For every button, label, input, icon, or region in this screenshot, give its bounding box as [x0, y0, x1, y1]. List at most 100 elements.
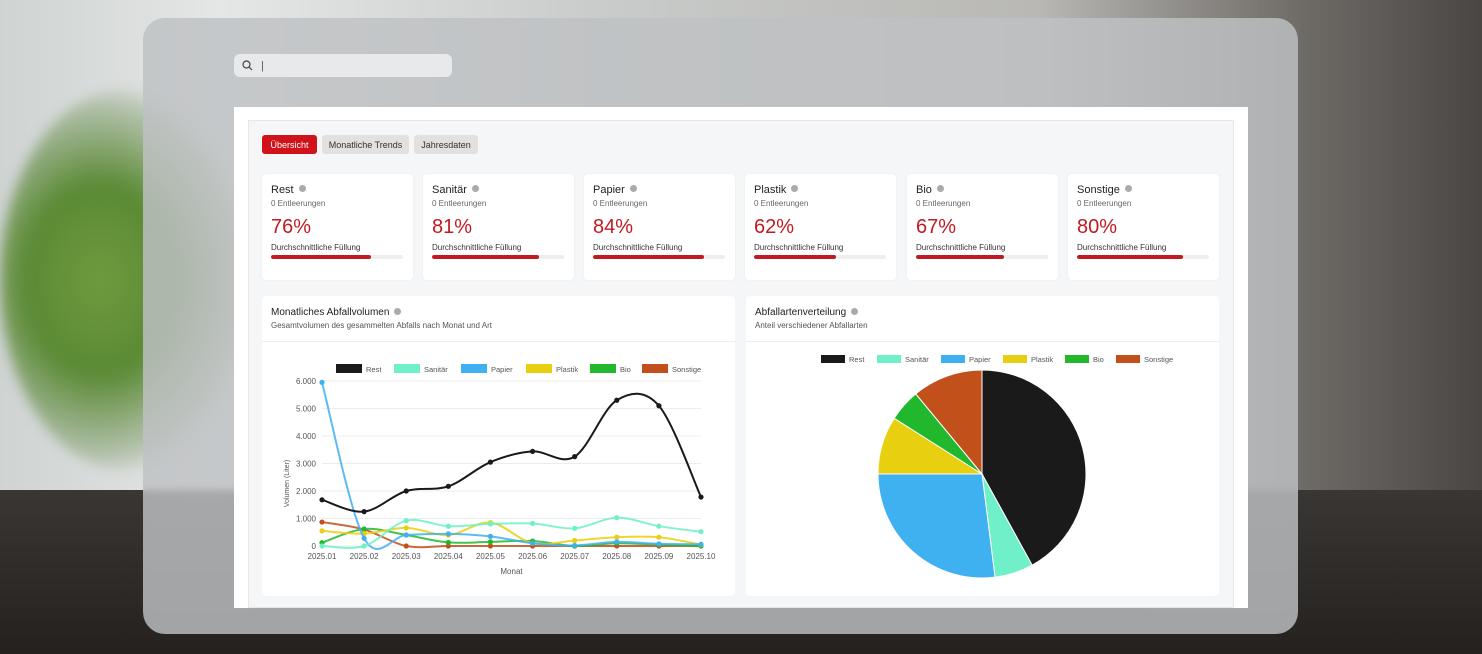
- help-icon[interactable]: [471, 185, 479, 192]
- fill-progress-bar: [916, 255, 1048, 259]
- legend-label: Papier: [491, 365, 513, 374]
- tab-monatliche-trends[interactable]: Monatliche Trends: [322, 135, 409, 154]
- data-point: [698, 529, 704, 535]
- data-point: [361, 543, 367, 549]
- x-tick-label: 2025.06: [518, 552, 547, 561]
- fill-card-sanitär: Sanitär 0 Entleerungen 81% Durchschnittl…: [423, 174, 574, 280]
- data-point: [319, 543, 325, 549]
- data-point: [445, 543, 451, 549]
- help-icon[interactable]: [629, 185, 637, 192]
- data-point: [319, 528, 325, 534]
- series-line-rest: [321, 392, 702, 513]
- data-point: [403, 532, 409, 538]
- data-point: [361, 509, 367, 515]
- help-icon[interactable]: [1124, 185, 1132, 192]
- search-bar[interactable]: |: [234, 54, 452, 77]
- emptyings-count: 0 Entleerungen: [593, 199, 648, 208]
- data-point: [572, 537, 578, 544]
- data-point: [572, 525, 578, 531]
- help-icon[interactable]: [791, 185, 799, 192]
- legend-swatch: [1003, 355, 1027, 363]
- fill-percent: 84%: [593, 216, 634, 238]
- data-point: [614, 515, 620, 521]
- legend-label: Sonstige: [672, 365, 701, 374]
- data-point: [529, 520, 536, 527]
- data-point: [487, 533, 494, 539]
- card-title: Monatliches Abfallvolumen: [271, 307, 390, 318]
- data-point: [698, 541, 704, 547]
- y-tick-label: 5.000: [296, 405, 317, 414]
- tab-uebersicht[interactable]: Übersicht: [262, 135, 317, 154]
- x-tick-label: 2025.01: [308, 552, 337, 561]
- fill-progress-bar: [593, 255, 725, 259]
- fill-progress: [432, 255, 539, 259]
- x-tick-label: 2025.07: [560, 552, 589, 561]
- fill-progress: [754, 255, 836, 259]
- card-title: Papier: [593, 184, 625, 196]
- legend-swatch: [877, 355, 901, 363]
- tab-jahresdaten[interactable]: Jahresdaten: [414, 135, 478, 154]
- x-tick-label: 2025.10: [687, 552, 716, 561]
- pie-slice-sonstige: [915, 369, 983, 476]
- fill-percent: 62%: [754, 216, 795, 238]
- pie-chart: Rest Sanitär Papier Plastik Bio Sonstige: [821, 355, 1173, 579]
- legend-label: Papier: [969, 355, 991, 364]
- legend-label: Bio: [620, 365, 631, 374]
- x-tick-label: 2025.05: [476, 552, 505, 561]
- fill-progress: [271, 255, 372, 259]
- help-icon[interactable]: [851, 308, 859, 315]
- legend-label: Rest: [366, 365, 382, 374]
- data-point: [319, 497, 325, 503]
- data-point: [529, 448, 536, 454]
- search-input[interactable]: |: [261, 59, 264, 72]
- y-tick-label: 4.000: [296, 432, 317, 441]
- x-tick-label: 2025.08: [602, 552, 631, 561]
- data-point: [361, 535, 367, 541]
- legend-swatch: [642, 364, 668, 373]
- data-point: [319, 379, 325, 385]
- help-icon[interactable]: [394, 308, 402, 315]
- fill-card-papier: Papier 0 Entleerungen 84% Durchschnittli…: [584, 174, 735, 280]
- legend-swatch: [394, 364, 420, 373]
- help-icon[interactable]: [936, 185, 944, 192]
- data-point: [487, 521, 494, 527]
- fill-label: Durchschnittliche Füllung: [271, 243, 361, 252]
- series-line-sonstige: [321, 521, 701, 549]
- y-tick-label: 2.000: [296, 487, 317, 496]
- legend-label: Sanitär: [905, 355, 929, 364]
- x-axis-label: Monat: [500, 567, 523, 576]
- data-point: [487, 543, 494, 549]
- pie-slice-rest: [981, 369, 1087, 566]
- data-point: [656, 403, 662, 409]
- card-title: Sonstige: [1077, 184, 1120, 196]
- data-point: [614, 397, 620, 403]
- legend-label: Sanitär: [424, 365, 448, 374]
- y-axis-label: Volumen (Liter): [284, 460, 291, 507]
- card-subtitle: Gesamtvolumen des gesammelten Abfalls na…: [271, 321, 493, 330]
- fill-progress-bar: [432, 255, 564, 259]
- legend-label: Plastik: [556, 365, 578, 374]
- data-point: [529, 540, 536, 546]
- fill-progress: [593, 255, 704, 259]
- y-tick-label: 6.000: [296, 377, 317, 386]
- help-icon[interactable]: [298, 185, 306, 192]
- legend-swatch: [336, 364, 362, 373]
- card-title: Sanitär: [432, 184, 467, 196]
- fill-percent: 76%: [271, 216, 312, 238]
- x-tick-label: 2025.02: [350, 552, 379, 561]
- data-point: [445, 523, 451, 529]
- fill-label: Durchschnittliche Füllung: [754, 243, 844, 252]
- data-point: [698, 494, 704, 500]
- card-title: Abfallartenverteilung: [755, 307, 847, 318]
- data-point: [361, 526, 367, 532]
- data-point: [656, 523, 662, 529]
- fill-percent: 80%: [1077, 216, 1118, 238]
- x-tick-label: 2025.04: [434, 552, 463, 561]
- distribution-card: Abfallartenverteilung Anteil verschieden…: [746, 296, 1219, 596]
- y-tick-label: 3.000: [296, 460, 317, 469]
- legend-swatch: [1065, 355, 1089, 363]
- fill-progress: [1077, 255, 1183, 259]
- data-point: [403, 543, 409, 549]
- data-point: [445, 531, 451, 537]
- data-point: [614, 534, 620, 540]
